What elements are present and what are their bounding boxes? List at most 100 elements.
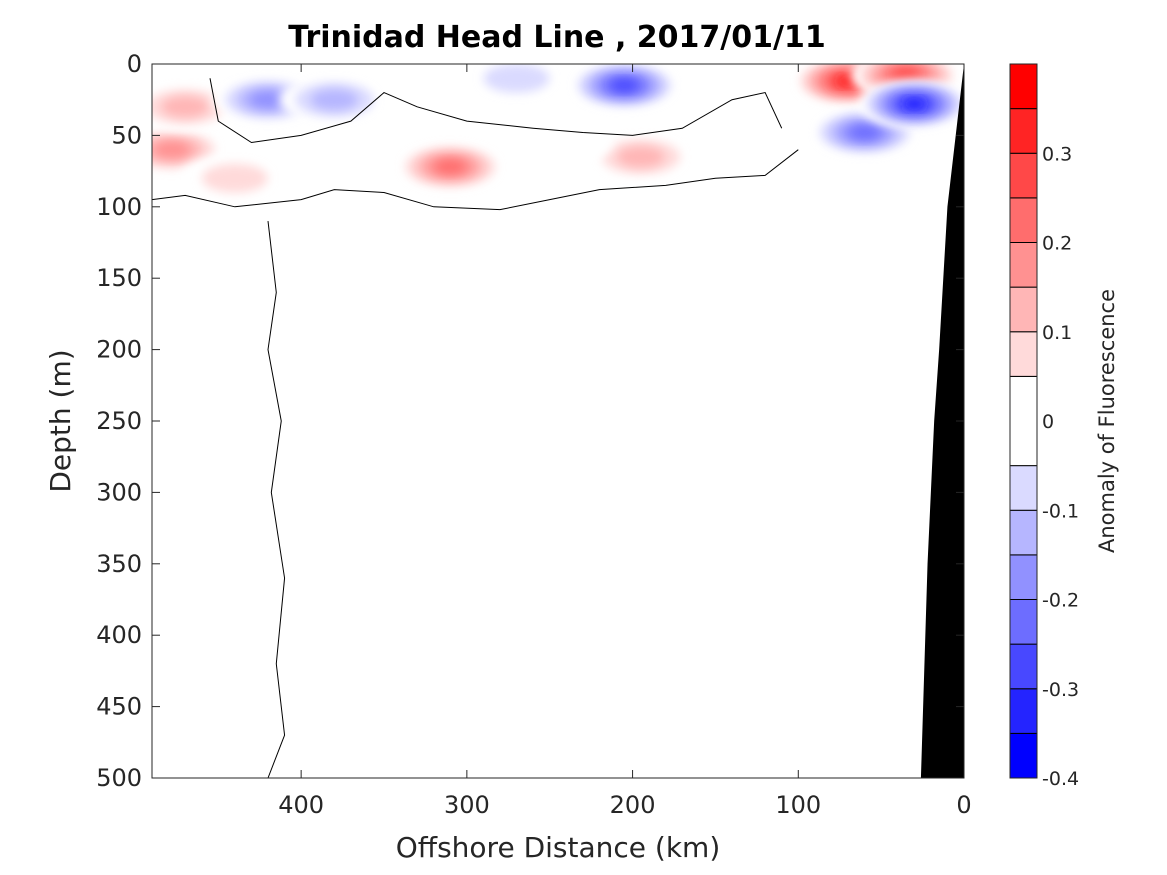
colorbar-swatch [1009,643,1038,690]
positive-anomaly-mark [153,141,191,158]
colorbar-tick-label: 0.1 [1042,322,1072,344]
x-tick-label: 200 [610,791,656,819]
near-zero-patch [742,508,814,522]
x-tick-label: 300 [444,791,490,819]
colorbar-swatch [1009,286,1038,333]
near-zero-patch [726,227,867,271]
near-zero-patch [640,395,686,437]
negative-anomaly-mark [903,99,926,109]
negative-anomaly-mark [849,125,880,140]
anomaly-texture-layer [160,218,964,778]
zero-contour-line [209,78,783,144]
near-zero-patch [351,565,418,589]
colorbar-swatch [1009,197,1038,243]
x-axis-ticks: 400 300 200 100 0 [278,64,972,819]
y-tick-label: 250 [96,407,142,435]
colorbar-swatch [1009,152,1038,199]
near-zero-patch [779,235,825,249]
near-zero-patch [670,344,789,362]
colorbar-tick-label: -0.3 [1042,679,1079,701]
colorbar-tick-label: 0.3 [1042,143,1072,165]
near-zero-patch [784,338,870,354]
near-zero-patch [657,218,701,255]
near-zero-patch [711,422,823,459]
near-zero-patch [415,261,496,277]
near-zero-patch [165,684,284,717]
y-tick-label: 450 [96,693,142,721]
colorbar-tick-label: 0 [1042,411,1054,433]
near-zero-patch [160,388,245,416]
colorbar-swatch [1009,108,1038,154]
near-zero-patch [582,338,662,352]
near-zero-patch [709,741,746,766]
zero-contour-layer [152,78,799,778]
colorbar-label: Anomaly of Fluorescence [1095,289,1119,553]
near-zero-patch [515,521,651,537]
y-tick-label: 100 [96,193,142,221]
x-tick-label: 400 [278,791,324,819]
near-zero-patch [570,483,616,524]
near-zero-patch [521,346,602,375]
y-tick-label: 50 [111,121,142,149]
near-zero-patch [358,482,495,516]
colorbar-tick-label: -0.4 [1042,768,1079,790]
x-tick-label: 100 [775,791,821,819]
y-tick-label: 500 [96,764,142,792]
near-zero-patch [647,714,749,739]
near-zero-patch [487,386,541,424]
y-tick-label: 400 [96,621,142,649]
positive-anomaly-mark [617,146,665,168]
colorbar-swatch [1009,509,1038,556]
colorbar-tick-label: -0.1 [1042,500,1079,522]
near-zero-patch [472,222,544,247]
negative-anomaly-mark [611,79,637,91]
anomaly-features-layer [152,64,964,203]
colorbar-frame [1009,63,1038,779]
positive-anomaly-mark [435,160,466,174]
near-zero-patch [849,704,895,719]
near-zero-patch [226,529,272,547]
near-zero-patch [532,693,634,721]
y-axis-label: Depth (m) [44,349,77,492]
bathymetry-mask [920,64,964,778]
near-zero-patch [179,495,220,520]
positive-anomaly-mark [893,69,919,81]
colorbar-swatch [1009,732,1038,779]
near-zero-patch [847,404,936,449]
near-zero-patch [548,410,644,452]
colorbar-swatch [1009,599,1038,645]
colorbar-swatch [1009,465,1038,511]
near-zero-patch [457,675,586,693]
y-tick-label: 0 [127,50,142,78]
near-zero-patch [768,652,903,674]
near-zero-patch [462,753,569,778]
near-zero-patch [855,289,964,325]
near-zero-patch [759,569,822,606]
colorbar-ticks: -0.4 -0.3 -0.2 -0.1 0 0.1 0.2 0.3 [1042,143,1079,790]
near-zero-patch [301,291,356,304]
negative-anomaly-mark [483,64,550,93]
near-zero-patch [396,686,459,725]
colorbar-swatch [1009,331,1038,377]
x-tick-label: 0 [956,791,971,819]
negative-anomaly-mark [310,89,358,110]
colorbar [1009,63,1038,779]
colorbar-swatch [1009,375,1038,467]
colorbar-swatch [1009,242,1038,288]
near-zero-patch [490,591,613,634]
near-zero-patch [758,760,844,778]
near-zero-patch [374,420,493,458]
colorbar-tick-label: 0.2 [1042,233,1072,255]
zero-contour-line [152,149,799,211]
near-zero-patch [659,626,790,670]
colorbar-tick-label: -0.2 [1042,590,1079,612]
y-tick-label: 200 [96,336,142,364]
x-axis-label: Offshore Distance (km) [396,831,721,864]
y-tick-label: 300 [96,478,142,506]
negative-anomaly-mark [249,91,287,108]
near-zero-patch [261,307,335,334]
colorbar-swatch [1009,688,1038,734]
zero-contour-line [267,221,286,778]
chart-title: Trinidad Head Line , 2017/01/11 [288,20,825,55]
